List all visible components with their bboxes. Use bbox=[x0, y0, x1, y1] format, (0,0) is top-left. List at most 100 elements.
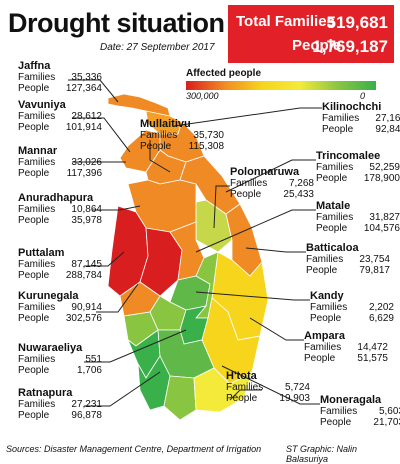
total-people-label: People bbox=[292, 37, 342, 54]
district-name: Matale bbox=[316, 200, 351, 212]
district-name: Moneragala bbox=[320, 394, 382, 406]
district-families-value: 27,231 bbox=[71, 399, 102, 410]
district-label-kurunegala: Kurunegala Families 90,914 People 302,576 bbox=[18, 290, 102, 324]
legend-gradient bbox=[186, 81, 376, 90]
district-people-row: People 101,914 bbox=[18, 122, 102, 133]
district-people-row: People 19,903 bbox=[226, 393, 310, 404]
district-people-value: 127,364 bbox=[65, 83, 102, 94]
district-families-value: 551 bbox=[85, 354, 102, 365]
district-people-row: People 25,433 bbox=[230, 189, 314, 200]
district-families-row: Families 5,724 bbox=[226, 382, 310, 393]
district-people-value: 96,878 bbox=[71, 410, 102, 421]
district-families-value: 10,864 bbox=[71, 204, 102, 215]
district-families-row: Families 14,472 bbox=[304, 342, 388, 353]
district-people-row: People 117,396 bbox=[18, 168, 102, 179]
district-label-matale: Matale Families 31,827 People 104,576 bbox=[316, 200, 400, 234]
district-families-label: Families bbox=[304, 342, 342, 353]
district-families-row: Families 23,754 bbox=[306, 254, 390, 265]
district-name: Mullaitivu bbox=[140, 118, 191, 130]
district-families-value: 27,163 bbox=[375, 113, 400, 124]
district-people-row: People 302,576 bbox=[18, 313, 102, 324]
district-name: Batticaloa bbox=[306, 242, 359, 254]
district-label-anuradhapura: Anuradhapura Families 10,864 People 35,978 bbox=[18, 192, 102, 226]
district-people-label: People bbox=[18, 313, 50, 324]
district-label-ampara: Ampara Families 14,472 People 51,575 bbox=[304, 330, 388, 364]
district-people-label: People bbox=[316, 223, 348, 234]
district-people-label: People bbox=[310, 313, 342, 324]
district-families-value: 5,603 bbox=[378, 406, 400, 417]
district-people-value: 6,629 bbox=[368, 313, 394, 324]
district-families-row: Families 5,603 bbox=[320, 406, 400, 417]
district-name: Mannar bbox=[18, 145, 58, 157]
district-people-value: 115,308 bbox=[188, 141, 224, 152]
district-families-label: Families bbox=[18, 72, 56, 83]
district-people-value: 178,900 bbox=[363, 173, 400, 184]
district-people-row: People 288,784 bbox=[18, 270, 102, 281]
district-families-label: Families bbox=[306, 254, 344, 265]
district-families-value: 35,730 bbox=[193, 130, 224, 141]
district-families-value: 90,914 bbox=[71, 302, 102, 313]
legend-max-label: 0 bbox=[360, 91, 366, 101]
district-people-label: People bbox=[230, 189, 262, 200]
district-people-value: 21,703 bbox=[373, 417, 400, 428]
district-people-row: People 92,847 bbox=[322, 124, 400, 135]
district-families-row: Families 27,163 bbox=[322, 113, 400, 124]
district-families-row: Families 87,145 bbox=[18, 259, 102, 270]
sources-note: Sources: Disaster Management Centre, Dep… bbox=[6, 444, 262, 454]
district-people-label: People bbox=[304, 353, 336, 364]
district-people-label: People bbox=[306, 265, 338, 276]
district-people-label: People bbox=[140, 141, 172, 152]
district-people-value: 101,914 bbox=[65, 122, 102, 133]
district-families-row: Families 35,730 bbox=[140, 130, 224, 141]
district-people-row: People 21,703 bbox=[320, 417, 400, 428]
legend-title: Affected people bbox=[186, 68, 262, 79]
district-name: Puttalam bbox=[18, 247, 65, 259]
district-families-value: 33,026 bbox=[71, 157, 102, 168]
district-families-label: Families bbox=[18, 354, 56, 365]
district-name: Polonnaruwa bbox=[230, 166, 300, 178]
district-label-kandy: Kandy Families 2,202 People 6,629 bbox=[310, 290, 394, 324]
district-label-batticaloa: Batticaloa Families 23,754 People 79,817 bbox=[306, 242, 390, 276]
district-name: H'tota bbox=[226, 370, 257, 382]
district-people-label: People bbox=[18, 270, 50, 281]
district-families-label: Families bbox=[18, 111, 56, 122]
district-label-puttalam: Puttalam Families 87,145 People 288,784 bbox=[18, 247, 102, 281]
district-families-label: Families bbox=[316, 212, 354, 223]
district-label-vavuniya: Vavuniya Families 28,612 People 101,914 bbox=[18, 99, 102, 133]
district-families-label: Families bbox=[316, 162, 354, 173]
district-people-row: People 35,978 bbox=[18, 215, 102, 226]
district-people-row: People 1,706 bbox=[18, 365, 102, 376]
district-people-label: People bbox=[18, 83, 50, 94]
district-people-value: 92,847 bbox=[375, 124, 400, 135]
district-people-label: People bbox=[18, 410, 50, 421]
district-families-value: 52,259 bbox=[369, 162, 400, 173]
district-name: Kilinochchi bbox=[322, 101, 382, 113]
district-people-value: 117,396 bbox=[66, 168, 102, 179]
district-families-row: Families 31,827 bbox=[316, 212, 400, 223]
district-families-value: 31,827 bbox=[369, 212, 400, 223]
district-people-value: 302,576 bbox=[65, 313, 102, 324]
district-families-row: Families 2,202 bbox=[310, 302, 394, 313]
district-name: Trincomalee bbox=[316, 150, 381, 162]
district-label-jaffna: Jaffna Families 35,336 People 127,364 bbox=[18, 60, 102, 94]
district-families-label: Families bbox=[310, 302, 348, 313]
district-name: Nuwaraeliya bbox=[18, 342, 83, 354]
district-people-value: 25,433 bbox=[283, 189, 314, 200]
district-people-value: 79,817 bbox=[359, 265, 390, 276]
district-name: Anuradhapura bbox=[18, 192, 94, 204]
district-families-value: 7,268 bbox=[288, 178, 314, 189]
region-jaffna bbox=[107, 93, 171, 117]
district-label-trincomalee: Trincomalee Families 52,259 People 178,900 bbox=[316, 150, 400, 184]
district-people-label: People bbox=[320, 417, 352, 428]
district-families-label: Families bbox=[18, 204, 56, 215]
district-families-row: Families 52,259 bbox=[316, 162, 400, 173]
district-families-value: 28,612 bbox=[71, 111, 102, 122]
page-title: Drought situation bbox=[8, 8, 225, 38]
district-label-polonnaruwa: Polonnaruwa Families 7,268 People 25,433 bbox=[230, 166, 314, 200]
district-people-label: People bbox=[18, 215, 50, 226]
district-families-value: 14,472 bbox=[357, 342, 388, 353]
region-hambantota bbox=[193, 367, 253, 413]
district-label-ratnapura: Ratnapura Families 27,231 People 96,878 bbox=[18, 387, 102, 421]
district-people-label: People bbox=[226, 393, 258, 404]
